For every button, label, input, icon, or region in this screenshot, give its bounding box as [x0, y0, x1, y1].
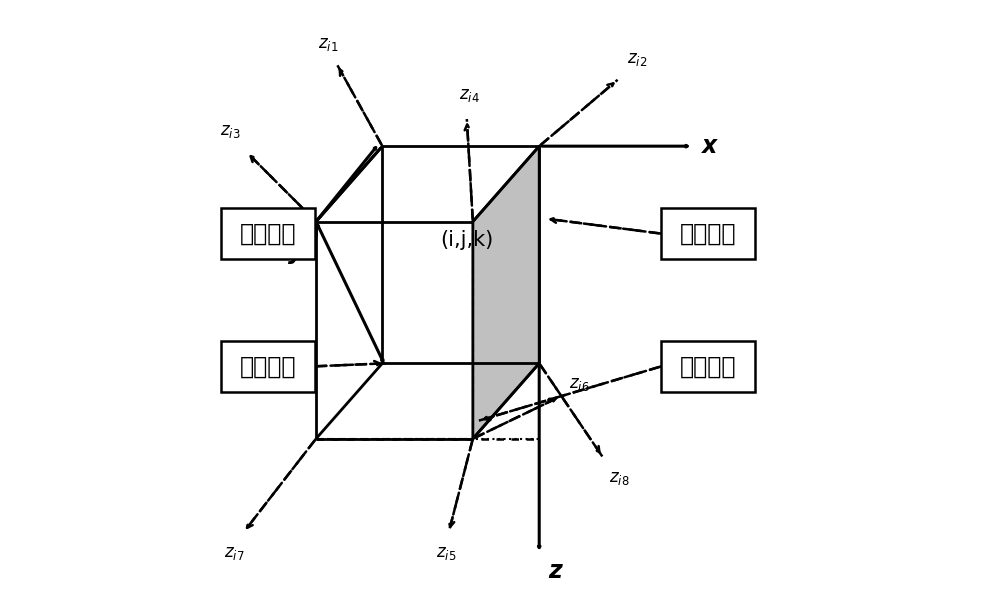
Text: $z_{i1}$: $z_{i1}$ — [318, 35, 338, 53]
Text: 第四条线: 第四条线 — [680, 355, 736, 378]
Text: 第二条线: 第二条线 — [680, 222, 736, 245]
Text: 第三条线: 第三条线 — [240, 355, 296, 378]
Text: 第一条线: 第一条线 — [240, 222, 296, 245]
Text: y: y — [288, 240, 303, 264]
Text: z: z — [548, 559, 562, 584]
Text: (i,j,k): (i,j,k) — [440, 230, 493, 250]
Text: $z_{i8}$: $z_{i8}$ — [609, 469, 629, 487]
Text: $z_{i6}$: $z_{i6}$ — [569, 376, 590, 393]
Polygon shape — [473, 146, 539, 439]
Text: $z_{i2}$: $z_{i2}$ — [627, 50, 647, 68]
Text: $z_{i3}$: $z_{i3}$ — [220, 122, 241, 140]
Bar — [221, 208, 315, 259]
Bar — [661, 341, 755, 392]
Text: $z_{i7}$: $z_{i7}$ — [224, 544, 245, 562]
Bar — [221, 341, 315, 392]
Text: $z_{i5}$: $z_{i5}$ — [436, 544, 456, 562]
Text: x: x — [702, 134, 717, 158]
Bar — [661, 208, 755, 259]
Text: $z_{i4}$: $z_{i4}$ — [459, 86, 480, 104]
